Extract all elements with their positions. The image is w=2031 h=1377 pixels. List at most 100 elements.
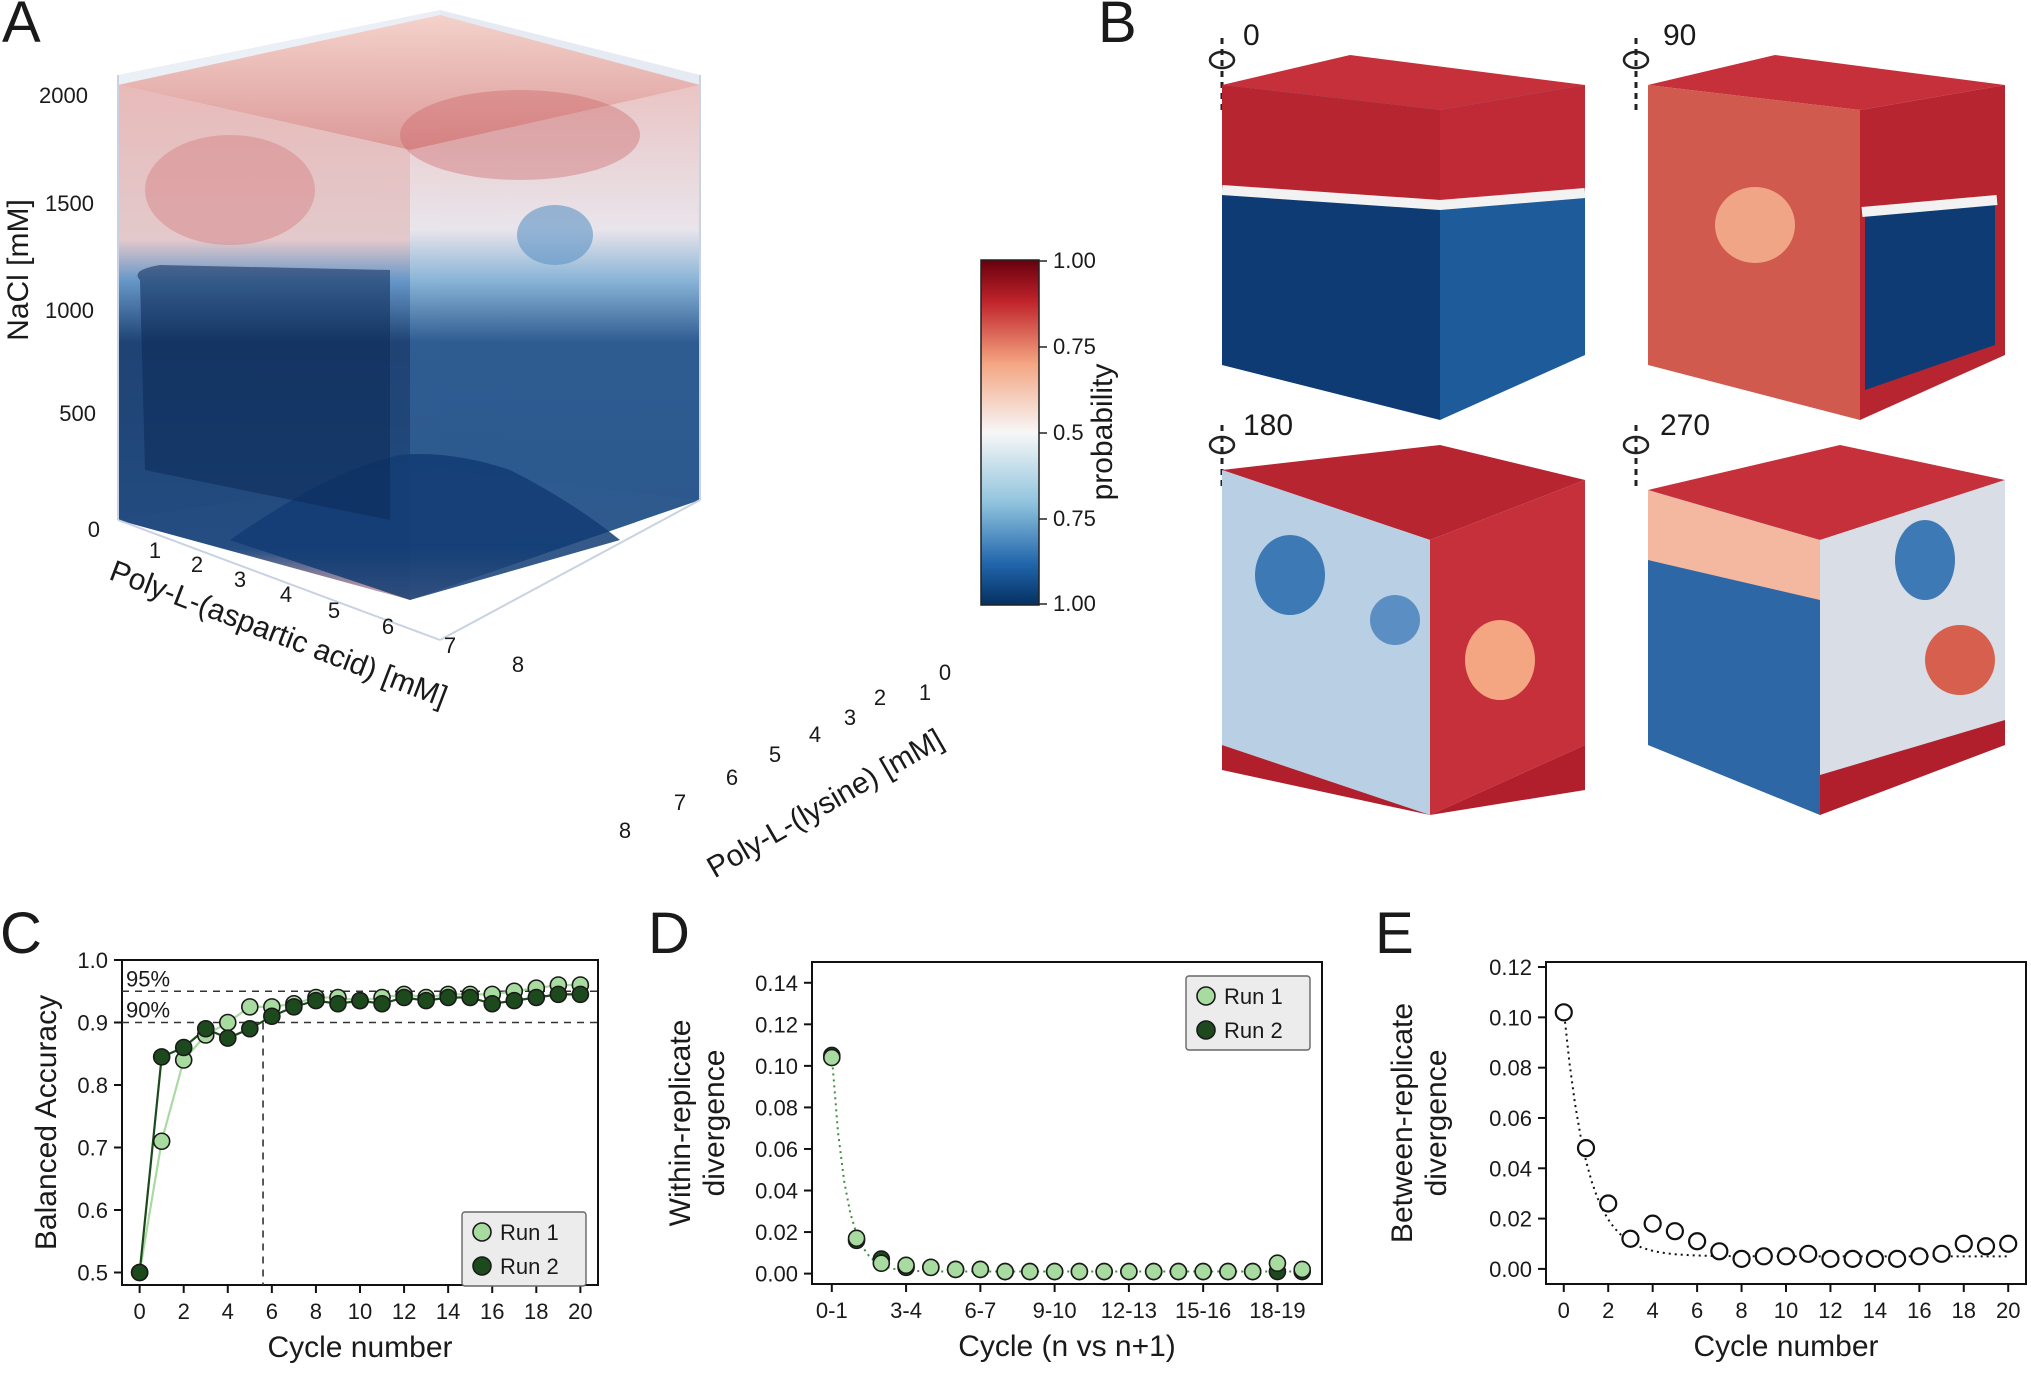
data-point — [152, 1132, 171, 1151]
y-tick-label: 0.08 — [755, 1095, 798, 1120]
data-point — [897, 1256, 915, 1275]
data-point — [395, 988, 413, 1007]
data-point — [241, 998, 259, 1016]
data-point — [130, 1263, 149, 1282]
cube-top — [1648, 445, 2005, 540]
x-axis-label: Cycle number — [267, 1331, 452, 1364]
x-tick: 7 — [444, 633, 456, 658]
data-point — [417, 991, 435, 1010]
data-point — [329, 994, 347, 1013]
x-tick: 1 — [149, 538, 161, 563]
rotated-cube-90: 90 — [1622, 19, 2005, 420]
data-point — [1169, 1262, 1188, 1281]
data-point — [483, 994, 502, 1013]
data-point — [263, 1007, 281, 1026]
x-tick-label: 6 — [1691, 1298, 1703, 1323]
data-point — [1576, 1139, 1596, 1158]
x-tick-label: 0 — [1558, 1298, 1570, 1323]
red-base — [1222, 745, 1585, 815]
data-point — [241, 1019, 259, 1038]
rotation-label: 270 — [1660, 409, 1710, 442]
x-tick-label: 6 — [266, 1299, 278, 1324]
y-tick: 3 — [844, 705, 856, 730]
panel-letter: D — [648, 901, 690, 966]
data-point — [1976, 1237, 1996, 1256]
data-point — [1799, 1244, 1818, 1263]
x-tick: 8 — [512, 652, 524, 677]
x-tick-label: 0-1 — [816, 1298, 848, 1323]
panel-c: C 0.5 0.6 0.7 0.8 0.9 1.0 0 2 4 6 8 10 12 14 16 18 20 Cycl… — [0, 901, 599, 1364]
fit-curve — [1562, 1009, 2009, 1258]
colorbar: 1.00 0.75 0.5 0.75 1.00 probability — [980, 248, 1119, 616]
colorbar-tick: 1.00 — [1053, 591, 1096, 616]
legend-label: Run 2 — [1224, 1018, 1283, 1043]
rotated-cube-0: 0 — [1208, 19, 1586, 420]
red-blob — [1925, 625, 1995, 695]
legend-box — [461, 1211, 587, 1287]
x-tick-label: 16 — [1907, 1298, 1931, 1323]
panel-a-frame — [117, 75, 701, 641]
fit-curve — [830, 1055, 1303, 1273]
x-tick-label: 6-7 — [964, 1298, 996, 1323]
x-tick-label: 18-19 — [1249, 1298, 1305, 1323]
x-tick-label: 10 — [1774, 1298, 1798, 1323]
z-tick: 500 — [59, 401, 96, 426]
data-point — [1932, 1244, 1951, 1263]
y-axis-label: Between-replicate — [1386, 1003, 1419, 1243]
y-tick: 1 — [919, 680, 931, 705]
data-point — [1194, 1262, 1212, 1281]
rotated-cube-180: 180 — [1208, 409, 1585, 815]
cube-top-face — [118, 15, 700, 150]
blue-blob — [1255, 535, 1325, 615]
x-tick-label: 10 — [348, 1299, 372, 1324]
light-blob — [1465, 620, 1535, 700]
data-point — [1843, 1249, 1862, 1268]
y-tick: 2 — [874, 685, 886, 710]
panel-a-cube — [118, 15, 700, 600]
y-tick-label: 0.00 — [1489, 1257, 1532, 1282]
data-point — [1910, 1247, 1929, 1266]
x-tick-label: 18 — [1952, 1298, 1976, 1323]
x-tick-label: 12 — [392, 1299, 416, 1324]
rotation-label: 90 — [1663, 19, 1696, 52]
panel-a: A 2000 1500 1000 50 — [2, 0, 1119, 885]
data-point — [285, 998, 303, 1016]
x-tick: 2 — [191, 552, 203, 577]
legend-label: Run 1 — [1224, 984, 1283, 1009]
panel-d: D 0.00 0.02 0.04 0.06 0.08 0.10 0.12 0.14 0-1 3-4 6… — [648, 901, 1323, 1363]
z-axis-ticks: 2000 1500 1000 500 0 — [39, 83, 100, 542]
dark-blue-core — [137, 265, 390, 520]
data-point — [1144, 1262, 1163, 1281]
data-point — [1732, 1249, 1751, 1268]
x-tick-label: 2 — [178, 1299, 190, 1324]
y-tick-label: 1.0 — [77, 948, 108, 973]
y-tick-label: 0.08 — [1489, 1056, 1532, 1081]
y-axis-label: Balanced Accuracy — [30, 995, 63, 1250]
y-tick-label: 0.7 — [77, 1136, 108, 1161]
blue-region — [1865, 200, 1995, 390]
legend-marker — [1196, 986, 1216, 1006]
data-point — [847, 1229, 866, 1248]
data-point — [461, 988, 479, 1007]
x-tick-label: 8 — [310, 1299, 322, 1324]
cube-side — [1820, 480, 2005, 815]
cube-top — [1648, 55, 2005, 110]
x-tick-label: 9-10 — [1033, 1298, 1077, 1323]
x-tick-label: 20 — [1996, 1298, 2020, 1323]
data-point — [1219, 1262, 1237, 1281]
data-point — [549, 985, 568, 1004]
data-point — [1599, 1194, 1618, 1213]
blue-blob — [1370, 595, 1420, 645]
data-point — [218, 1029, 237, 1047]
y-tick-label: 0.06 — [1489, 1106, 1532, 1131]
data-point — [152, 1048, 171, 1066]
data-point — [1821, 1249, 1840, 1268]
x-tick-label: 4 — [1647, 1298, 1659, 1323]
x-tick-label: 14 — [1863, 1298, 1887, 1323]
legend-label: Run 1 — [500, 1220, 559, 1245]
colorbar-label: probability — [1086, 364, 1119, 501]
data-point — [971, 1260, 990, 1279]
y-axis-label: Poly-L-(lysine) [mM] — [702, 723, 949, 885]
x-tick-label: 12 — [1818, 1298, 1842, 1323]
legend-marker — [472, 1222, 492, 1242]
